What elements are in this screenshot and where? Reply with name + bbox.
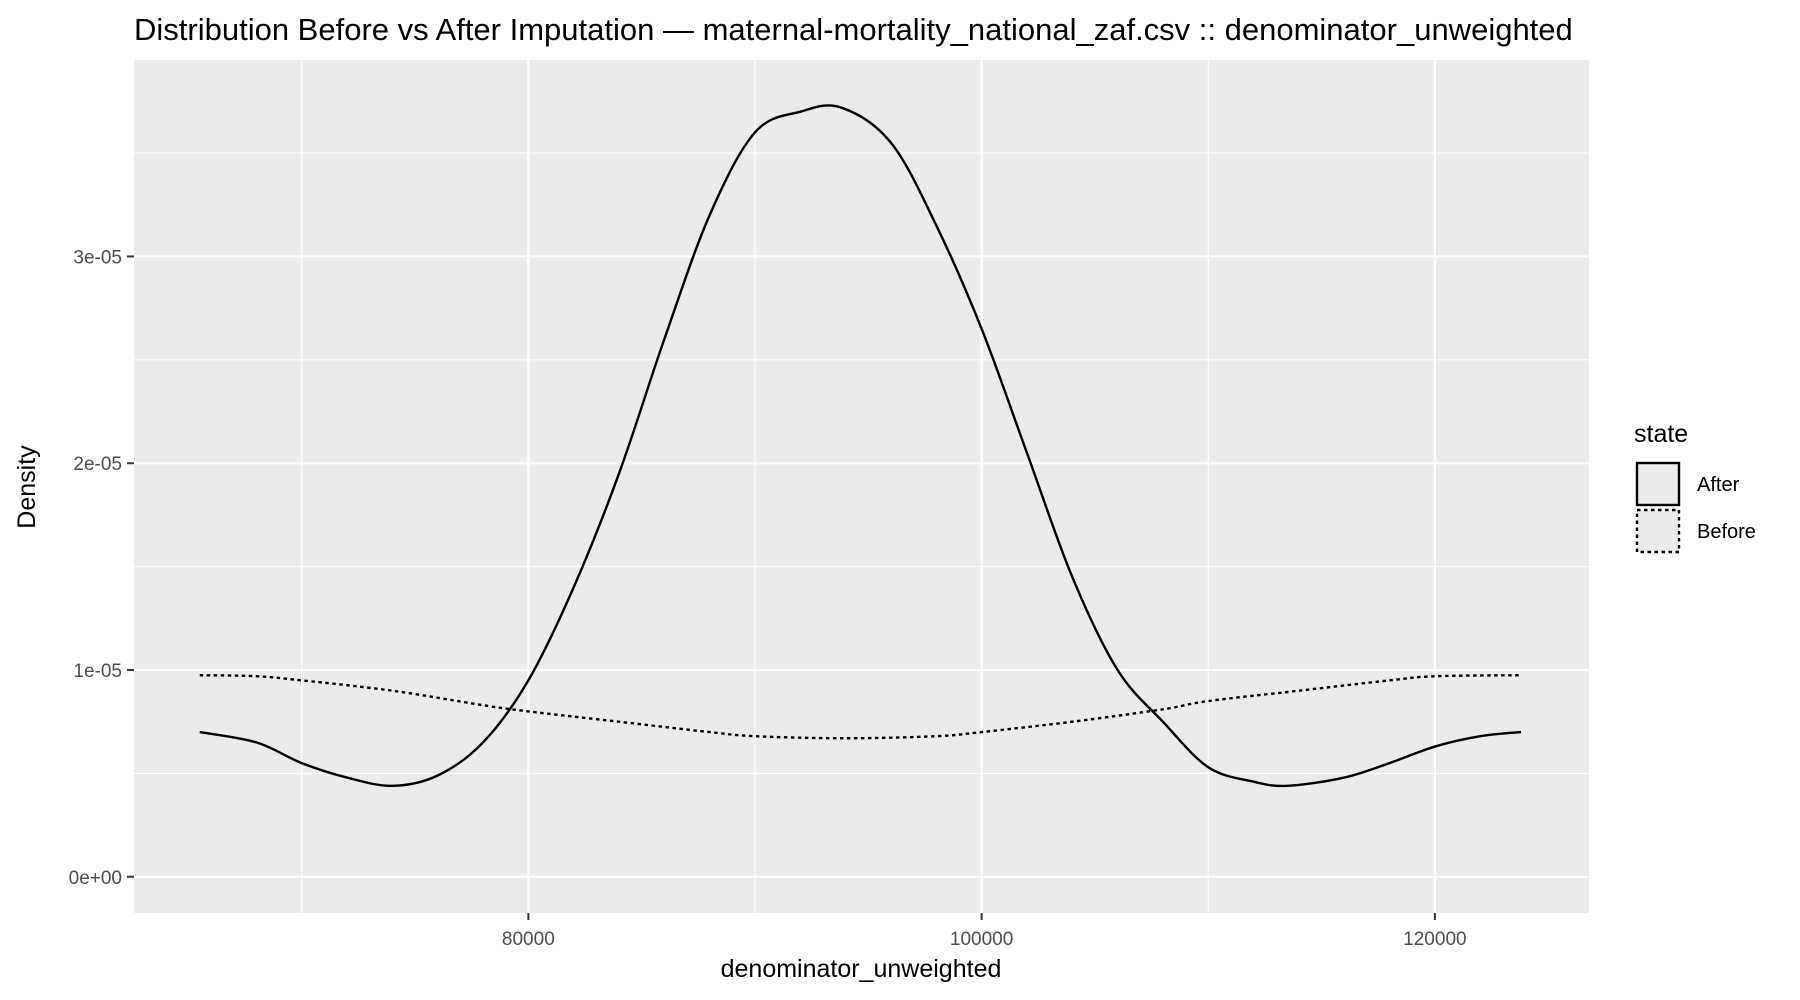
legend: state After Before [1634,420,1756,554]
y-axis: 0e+00 1e-05 2e-05 3e-05 [69,247,134,889]
y-tick-label: 2e-05 [73,454,122,475]
minor-gridlines [134,60,1589,913]
series-layer [199,104,1522,788]
x-axis-title: denominator_unweighted [721,955,1002,983]
legend-label-after: After [1697,474,1740,496]
y-axis-title: Density [13,445,41,529]
plot-panel [134,60,1589,913]
y-tick-label: 0e+00 [69,868,122,889]
legend-key-before [1635,508,1681,554]
series-line-after [199,104,1522,788]
x-tick-label: 120000 [1403,929,1466,950]
legend-items: After Before [1635,461,1756,554]
major-gridlines [134,60,1589,913]
legend-label-before: Before [1697,521,1756,543]
legend-key-after [1635,461,1681,507]
series-line-before [199,673,1522,740]
legend-title: state [1634,420,1688,448]
x-axis: 80000 100000 120000 [502,913,1467,950]
x-tick-label: 100000 [950,929,1013,950]
y-tick-label: 1e-05 [73,661,122,682]
x-tick-label: 80000 [502,929,555,950]
chart-title: Distribution Before vs After Imputation … [134,12,1573,47]
y-tick-label: 3e-05 [73,247,122,268]
